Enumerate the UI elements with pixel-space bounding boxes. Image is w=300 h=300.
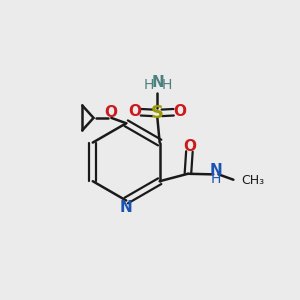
Text: O: O — [183, 139, 196, 154]
Text: CH₃: CH₃ — [241, 174, 264, 187]
Text: O: O — [128, 104, 141, 119]
Text: O: O — [104, 105, 117, 120]
Text: H: H — [210, 172, 221, 186]
Text: S: S — [151, 104, 164, 122]
Text: O: O — [174, 104, 187, 119]
Text: N: N — [120, 200, 133, 214]
Text: H: H — [162, 78, 172, 92]
Text: N: N — [152, 75, 164, 90]
Text: H: H — [144, 78, 154, 92]
Text: N: N — [209, 163, 222, 178]
